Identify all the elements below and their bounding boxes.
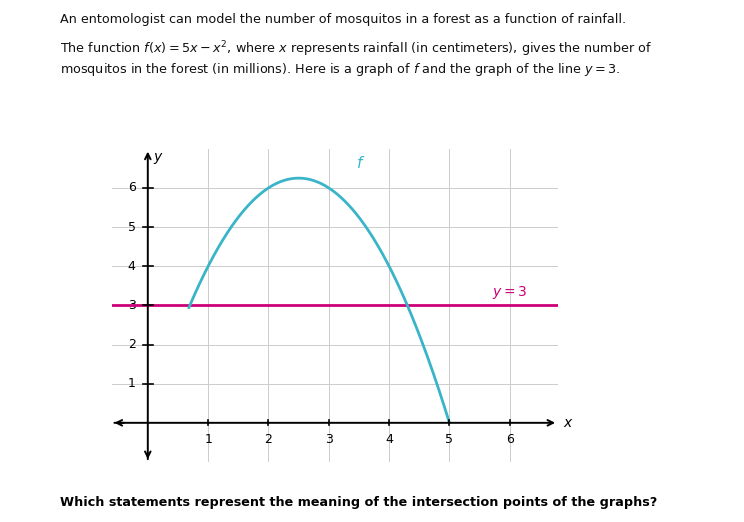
Text: $y = 3$: $y = 3$ bbox=[492, 284, 527, 302]
Text: An entomologist can model the number of mosquitos in a forest as a function of r: An entomologist can model the number of … bbox=[60, 13, 626, 26]
Text: 6: 6 bbox=[506, 433, 513, 446]
Text: 4: 4 bbox=[385, 433, 393, 446]
Text: $f$: $f$ bbox=[356, 156, 365, 171]
Text: 4: 4 bbox=[128, 260, 135, 272]
Text: 3: 3 bbox=[128, 299, 135, 312]
Text: 2: 2 bbox=[128, 338, 135, 351]
Text: $x$: $x$ bbox=[562, 416, 574, 430]
Text: The function $f(x) = 5x - x^2$, where $x$ represents rainfall (in centimeters), : The function $f(x) = 5x - x^2$, where $x… bbox=[60, 39, 652, 78]
Text: $y$: $y$ bbox=[153, 151, 164, 165]
Text: 2: 2 bbox=[265, 433, 272, 446]
Text: 1: 1 bbox=[204, 433, 212, 446]
Text: 6: 6 bbox=[128, 182, 135, 194]
Text: Which statements represent the meaning of the intersection points of the graphs?: Which statements represent the meaning o… bbox=[60, 496, 657, 509]
Text: 3: 3 bbox=[325, 433, 333, 446]
Text: 1: 1 bbox=[128, 377, 135, 390]
Text: 5: 5 bbox=[128, 221, 135, 233]
Text: 5: 5 bbox=[446, 433, 453, 446]
